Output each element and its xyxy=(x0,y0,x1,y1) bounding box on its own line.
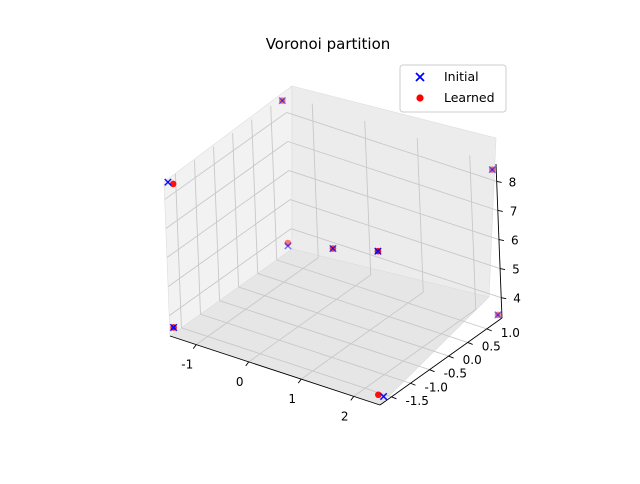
gridline-x-floor xyxy=(300,291,424,380)
gridline-y-left xyxy=(232,133,240,288)
gridline-x-floor xyxy=(353,309,477,397)
gridline-x-floor xyxy=(248,274,372,363)
initial-point xyxy=(494,311,502,319)
initial-point xyxy=(329,244,337,253)
gridline-y-left xyxy=(251,119,259,274)
gridline-y-floor xyxy=(238,286,449,357)
z-tick xyxy=(498,239,505,241)
gridline-z-left xyxy=(164,112,287,200)
z-tick-label: 6 xyxy=(511,234,519,248)
z-axis-line xyxy=(495,163,503,319)
y-tick-label: 0.5 xyxy=(482,339,501,353)
y-tick xyxy=(391,396,397,400)
axis-lines xyxy=(169,163,503,406)
initial-point xyxy=(284,242,292,250)
x-axis-line xyxy=(169,335,381,406)
gridline-z-left xyxy=(167,199,291,287)
gridline-x-back xyxy=(469,155,477,310)
initial-point xyxy=(164,178,172,186)
z-tick-label: 8 xyxy=(509,175,517,189)
x-tick xyxy=(297,378,302,384)
y-tick-label: -0.5 xyxy=(444,367,467,381)
gridline-x-back xyxy=(364,120,372,275)
gridline-y-left xyxy=(213,146,221,301)
legend-frame xyxy=(399,64,507,113)
z-tick-label: 7 xyxy=(510,204,518,218)
x-tick-label: 1 xyxy=(288,392,296,406)
y-tick xyxy=(410,382,416,386)
gridline-x-floor xyxy=(195,257,319,345)
y-tick xyxy=(429,369,435,373)
z-tick xyxy=(497,210,503,212)
z-tick xyxy=(501,297,507,300)
gridline-y-floor xyxy=(257,273,468,343)
x-tick xyxy=(245,361,250,367)
gridline-y-floor xyxy=(200,313,411,384)
y-tick-label: 1.0 xyxy=(501,326,520,340)
tick-labels: -1 0 1 2 -1.5-1.0-0.50.00.51.0 4 5 6 7 8 xyxy=(181,175,521,423)
gridline-z-back xyxy=(291,228,502,299)
tick-marks xyxy=(192,180,507,401)
scatter-points xyxy=(164,96,502,401)
z-tick-label: 4 xyxy=(513,292,521,306)
gridline-z-left xyxy=(168,228,292,317)
x-tick xyxy=(350,396,355,401)
legend: Initial Learned xyxy=(399,64,507,113)
initial-point xyxy=(379,392,388,401)
legend-label-initial: Initial xyxy=(444,69,479,84)
z-tick xyxy=(499,268,506,271)
y-tick xyxy=(467,342,473,345)
gridline-x-back xyxy=(416,138,424,293)
gridline-z-back xyxy=(288,170,500,240)
gridline-z-back xyxy=(286,112,497,182)
x-tick-label: -1 xyxy=(181,358,193,372)
legend-marker-initial xyxy=(415,72,425,82)
initial-point xyxy=(374,247,382,255)
x-tick-label: 0 xyxy=(236,375,244,389)
initial-point xyxy=(169,323,178,332)
gridline-z-back xyxy=(289,199,501,270)
y-axis-line xyxy=(379,317,503,406)
gridline-y-floor xyxy=(276,259,487,330)
chart-title: Voronoi partition xyxy=(266,35,391,53)
y-tick xyxy=(486,328,492,332)
legend-marker-learned xyxy=(416,94,424,102)
gridline-x-back xyxy=(311,103,319,258)
gridline-z-back xyxy=(287,141,498,211)
gridline-y-left xyxy=(194,160,201,315)
y-tick-label: -1.0 xyxy=(425,380,448,394)
axis-panes xyxy=(163,85,497,406)
x-tick xyxy=(192,344,197,349)
z-tick-label: 5 xyxy=(512,263,520,277)
gridline-y-floor xyxy=(181,327,392,398)
initial-point xyxy=(278,96,287,105)
gridline-y-floor xyxy=(219,300,430,371)
x-tick-label: 2 xyxy=(341,409,349,423)
learned-point xyxy=(169,180,177,188)
legend-label-learned: Learned xyxy=(444,90,495,105)
gridlines xyxy=(164,103,502,398)
learned-point xyxy=(375,391,382,399)
gridline-z-left xyxy=(166,170,290,258)
y-tick xyxy=(448,355,454,359)
z-tick xyxy=(496,180,502,183)
gridline-y-left xyxy=(270,105,278,260)
gridline-z-left xyxy=(165,141,289,229)
initial-point xyxy=(488,165,497,174)
gridline-y-left xyxy=(174,173,182,328)
y-tick-label: 0.0 xyxy=(463,353,482,367)
y-tick-label: -1.5 xyxy=(405,394,428,408)
